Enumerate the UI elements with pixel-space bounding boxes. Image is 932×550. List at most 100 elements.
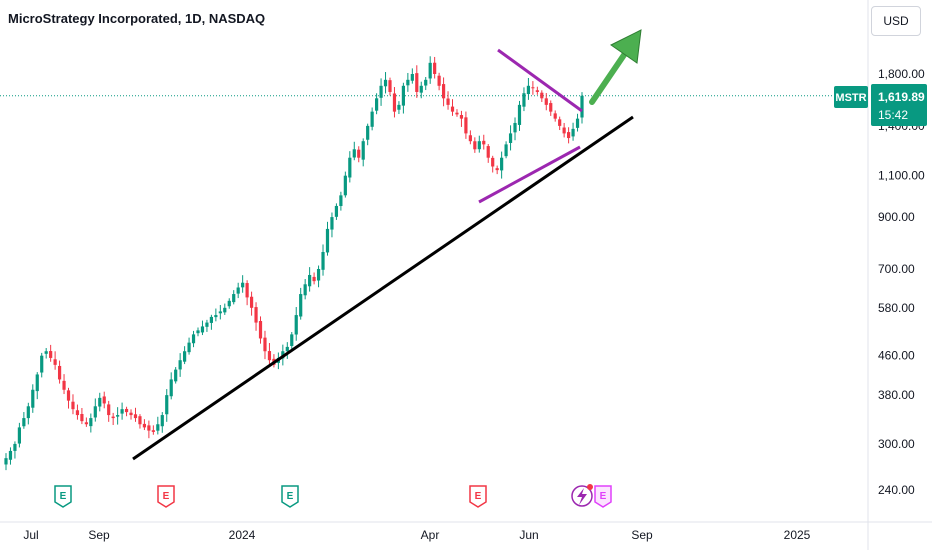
candle-body (71, 401, 75, 410)
candle-body (370, 111, 374, 127)
earnings-marker[interactable]: E (469, 485, 487, 508)
candle-body (111, 416, 115, 419)
candle-body (263, 337, 267, 352)
triangle-upper-line[interactable] (497, 48, 583, 113)
candle-body (187, 342, 191, 353)
candle-body (392, 93, 397, 112)
earnings-marker[interactable]: E (54, 485, 72, 508)
price-axis-tick: 240.00 (878, 483, 915, 497)
support-trendline[interactable] (132, 115, 634, 461)
candle-body (62, 380, 66, 390)
candle-body (316, 268, 321, 281)
earnings-marker[interactable]: E (157, 485, 175, 508)
candle-body (580, 95, 584, 118)
price-axis-tick: 300.00 (878, 437, 915, 451)
candle-body (446, 98, 450, 105)
candle-body (459, 115, 464, 119)
candle-body (558, 119, 562, 126)
candle-body (321, 252, 325, 270)
earnings-marker[interactable]: E (594, 485, 612, 508)
candle-body (40, 355, 44, 373)
candle-body (544, 98, 548, 105)
candle-body (361, 141, 365, 160)
candle-body (107, 404, 111, 416)
candle-body (549, 103, 553, 112)
candle-body (84, 422, 88, 425)
price-axis[interactable]: 1,800.001,400.001,100.00900.00700.00580.… (878, 67, 925, 497)
time-axis-tick: Jul (23, 528, 38, 542)
candle-body (129, 412, 133, 416)
candle-body (142, 423, 147, 428)
candle-body (218, 311, 222, 314)
candle-body (375, 98, 379, 111)
candle-body (267, 351, 272, 361)
candle-body (174, 369, 178, 382)
candle-body (57, 365, 62, 380)
time-axis[interactable]: Jul Sep 2024 Apr Jun Sep 2025 (23, 528, 810, 542)
candle-body (455, 112, 459, 115)
time-axis-tick: Sep (631, 528, 653, 542)
candle-body (98, 397, 102, 407)
candle-body (80, 414, 84, 422)
currency-button[interactable]: USD (871, 6, 921, 36)
price-axis-tick: 1,800.00 (878, 67, 925, 81)
symbol-tag-bg (834, 86, 868, 108)
triangle-lower-line[interactable] (478, 145, 581, 204)
candle-body (343, 175, 347, 196)
candle-body (388, 80, 392, 92)
candle-body (397, 104, 401, 110)
candle-body (75, 410, 80, 416)
candle-body (294, 315, 298, 335)
plot-area[interactable] (0, 0, 868, 522)
candle-body (299, 294, 303, 317)
candle-body (258, 320, 263, 339)
candle-body (540, 92, 544, 99)
candle-body (93, 406, 97, 418)
candle-body (196, 330, 200, 334)
candle-body (147, 425, 151, 431)
candle-body (169, 379, 173, 397)
candle-body (312, 276, 316, 282)
candle-body (330, 217, 334, 230)
candle-body (553, 113, 557, 119)
candle-body (334, 205, 339, 217)
earnings-marker[interactable]: E (281, 485, 299, 508)
price-axis-tick: 580.00 (878, 301, 915, 315)
candle-body (165, 395, 169, 415)
candle-body (433, 62, 437, 74)
candle-body (348, 157, 352, 178)
lightning-icon[interactable] (571, 484, 593, 507)
candle-body (245, 283, 249, 298)
price-axis-tick: 700.00 (878, 262, 915, 276)
candle-body (575, 118, 580, 128)
candle-body (254, 307, 258, 323)
candle-body (191, 334, 196, 344)
breakout-arrow[interactable] (589, 29, 642, 105)
candle-body (249, 296, 254, 308)
candle-body (383, 79, 388, 87)
candle-body (133, 414, 138, 419)
candle-body (178, 360, 182, 370)
candle-body (562, 127, 566, 134)
earnings-marker-label: E (287, 491, 294, 502)
candle-body (482, 140, 486, 145)
price-tag-countdown: 15:42 (878, 108, 908, 122)
candle-body (517, 104, 522, 125)
candle-body (160, 415, 164, 427)
earnings-marker-label: E (600, 491, 607, 502)
candle-body (53, 359, 57, 365)
candle-body (13, 443, 17, 451)
candle-body (227, 300, 231, 307)
price-axis-tick: 900.00 (878, 210, 915, 224)
candle-body (120, 409, 124, 414)
chart-title: MicroStrategy Incorporated, 1D, NASDAQ (8, 11, 266, 26)
candle-body (66, 390, 71, 401)
candle-body (151, 430, 155, 432)
candle-body (504, 144, 508, 157)
candle-body (366, 125, 370, 140)
candle-body (138, 416, 142, 425)
candle-body (406, 79, 410, 86)
candle-body (31, 389, 35, 408)
